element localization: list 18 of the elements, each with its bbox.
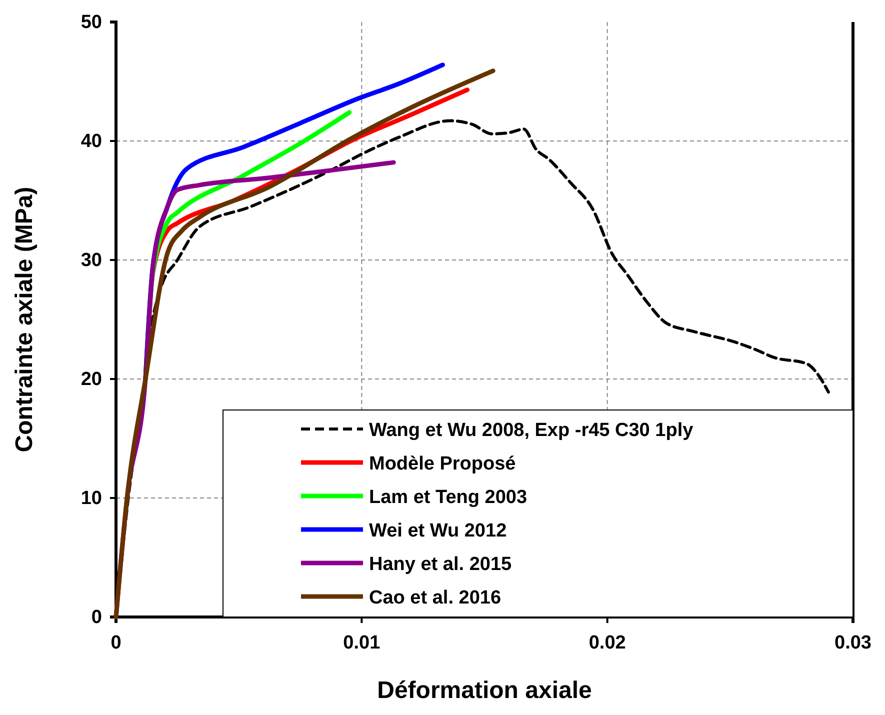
y-tick-label: 40 [80, 131, 102, 152]
x-tick-label: 0.03 [834, 632, 872, 654]
x-tick-label: 0 [110, 632, 122, 654]
y-tick-label: 10 [80, 488, 102, 510]
legend-label: Modèle Proposé [369, 454, 516, 474]
x-tick-label: 0.02 [588, 632, 626, 654]
y-tick-label: 50 [80, 12, 102, 34]
x-axis-title: Déformation axiale [377, 677, 592, 704]
y-tick-label: 20 [80, 369, 102, 390]
x-tick-label: 0.01 [343, 632, 381, 654]
legend-label: Cao et al. 2016 [369, 588, 502, 608]
legend-label: Lam et Teng 2003 [369, 487, 528, 508]
y-tick-label: 0 [91, 607, 102, 628]
y-tick-label: 30 [80, 250, 102, 272]
legend-label: Wang et Wu 2008, Exp -r45 C30 1ply [369, 420, 694, 441]
legend-label: Hany et al. 2015 [369, 554, 512, 575]
y-axis-title: Contrainte axiale (MPa) [11, 186, 38, 452]
legend-label: Wei et Wu 2012 [369, 520, 507, 542]
